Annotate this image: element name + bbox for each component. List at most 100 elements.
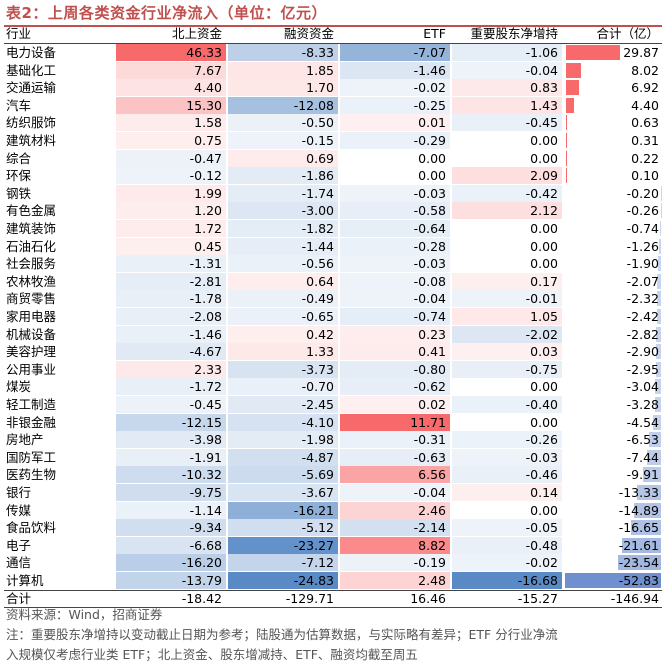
cell-northbound: 0.45 (116, 237, 226, 255)
header-northbound: 北上资金 (171, 26, 222, 41)
cell-total: -146.94 (610, 590, 659, 606)
total-value: -52.83 (618, 573, 659, 588)
total-bar (566, 62, 581, 78)
cell-etf: -0.04 (340, 484, 450, 501)
total-bar (630, 520, 661, 536)
cell-margin: -0.56 (228, 255, 338, 273)
total-value: -4.54 (626, 414, 659, 430)
cell-industry: 农林牧渔 (6, 273, 57, 289)
cell-total: -2.95 (564, 361, 662, 378)
cell-shareholder: -0.03 (452, 448, 562, 466)
table-row: 建筑材料 0.75 -0.15 -0.29 0.00 0.31 (4, 132, 662, 149)
cell-total: 0.63 (564, 114, 662, 131)
table-row: 食品饮料 -9.34 -5.12 -2.14 -0.05 -16.65 (4, 519, 662, 537)
source-note: 资料来源：Wind，招商证券 (6, 607, 163, 622)
cell-shareholder: -0.46 (452, 466, 562, 484)
cell-etf: 16.46 (410, 590, 446, 606)
cell-industry: 机械设备 (6, 326, 57, 342)
cell-total: -2.32 (564, 290, 662, 307)
cell-margin: -0.65 (228, 308, 338, 325)
cell-shareholder: -0.04 (452, 61, 562, 79)
cell-margin: -24.83 (228, 572, 338, 589)
total-value: -16.65 (618, 520, 659, 536)
cell-industry: 煤炭 (6, 379, 32, 395)
total-bar (656, 309, 661, 324)
cell-etf: 2.46 (340, 501, 450, 519)
cell-total: -21.61 (564, 537, 662, 554)
cell-total: -2.07 (564, 273, 662, 290)
total-bar (657, 256, 661, 272)
table-row: 计算机 -13.79 -24.83 2.48 -16.68 -52.83 (4, 572, 662, 589)
cell-northbound: -9.34 (116, 519, 226, 537)
cell-northbound: -2.81 (116, 272, 226, 290)
total-bar (647, 449, 661, 465)
cell-shareholder: -0.42 (452, 184, 562, 202)
total-bar (659, 221, 661, 236)
cell-industry: 汽车 (6, 97, 32, 113)
total-rule (4, 589, 662, 591)
cell-etf: 0.00 (418, 150, 446, 166)
total-bar (656, 291, 661, 307)
cell-total: 8.02 (564, 62, 662, 79)
cell-industry: 合计 (6, 590, 32, 606)
cell-etf: -0.19 (340, 554, 450, 572)
cell-shareholder: -0.26 (452, 431, 562, 449)
cell-margin: -1.82 (228, 220, 338, 237)
table-row: 电子 -6.68 -23.27 8.82 -0.48 -21.61 (4, 536, 662, 554)
cell-etf: -0.31 (340, 431, 450, 449)
cell-industry: 商贸零售 (6, 291, 57, 307)
table-row: 综合 -0.47 0.69 0.00 0.00 0.22 (4, 149, 662, 167)
cell-shareholder: 0.83 (452, 79, 562, 97)
total-value: -7.44 (626, 449, 659, 465)
cell-etf: -0.03 (340, 255, 450, 273)
table-row: 美容护理 -4.67 1.33 0.41 0.03 -2.90 (4, 343, 662, 361)
cell-shareholder: 0.00 (530, 414, 558, 430)
header-margin: 融资资金 (283, 26, 334, 41)
table-row: 国防军工 -1.91 -4.87 -0.63 -0.03 -7.44 (4, 448, 662, 466)
cell-northbound: 0.75 (116, 132, 226, 149)
cell-industry: 建筑材料 (6, 133, 57, 148)
cell-industry: 社会服务 (6, 256, 57, 272)
header-industry: 行业 (6, 26, 32, 41)
total-value: -2.82 (626, 326, 659, 342)
cell-total: -4.54 (564, 414, 662, 431)
cell-industry: 国防军工 (6, 449, 57, 465)
table-row: 商贸零售 -1.78 -0.49 -0.04 -0.01 -2.32 (4, 290, 662, 308)
total-value: -1.26 (626, 238, 659, 254)
total-bar (643, 467, 661, 483)
total-value: -0.74 (626, 221, 659, 236)
cell-etf: -0.62 (340, 378, 450, 396)
cell-shareholder: 0.00 (530, 150, 558, 166)
total-value: -23.54 (618, 555, 659, 571)
top-rule (4, 25, 662, 27)
cell-northbound: 7.67 (116, 61, 226, 79)
total-bar (657, 273, 661, 289)
table-row: 石油石化 0.45 -1.44 -0.28 0.00 -1.26 (4, 237, 662, 255)
cell-shareholder: -16.68 (452, 572, 562, 589)
cell-total: -14.89 (564, 502, 662, 519)
total-value: -13.33 (618, 485, 659, 500)
table-row: 煤炭 -1.72 -0.70 -0.62 0.00 -3.04 (4, 378, 662, 396)
header-row: 行业 北上资金 融资资金 ETF 重要股东净增持 合计（亿） (4, 25, 662, 42)
cell-shareholder: 0.00 (530, 238, 558, 254)
table-row: 银行 -9.75 -3.67 -0.04 0.14 -13.33 (4, 484, 662, 501)
total-bar (566, 45, 621, 60)
table-row: 钢铁 1.99 -1.74 -0.03 -0.42 -0.20 (4, 184, 662, 202)
cell-shareholder: 2.09 (452, 167, 562, 185)
cell-total: -16.65 (564, 519, 662, 536)
cell-shareholder: 0.00 (530, 379, 558, 395)
cell-shareholder: 0.14 (452, 484, 562, 501)
cell-total: -6.53 (564, 431, 662, 448)
cell-northbound: 1.20 (116, 202, 226, 220)
cell-total: -7.44 (564, 449, 662, 466)
cell-shareholder: 1.05 (452, 308, 562, 325)
cell-shareholder: -0.02 (452, 554, 562, 572)
cell-margin: -1.44 (228, 237, 338, 255)
total-bar (649, 432, 661, 448)
cell-northbound: 2.33 (116, 360, 226, 378)
cell-industry: 银行 (6, 485, 32, 500)
cell-northbound: 4.40 (116, 79, 226, 97)
total-value: -1.90 (626, 256, 659, 272)
cell-northbound: 1.58 (116, 114, 226, 132)
cell-total: -3.28 (564, 396, 662, 413)
